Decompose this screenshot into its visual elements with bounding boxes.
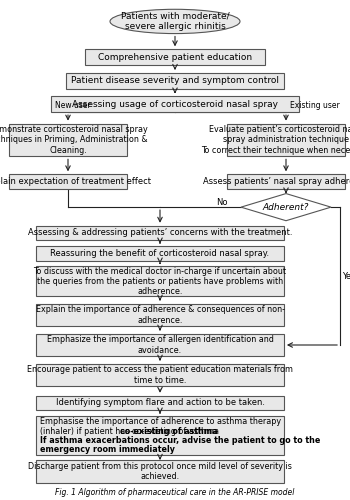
Ellipse shape [110,10,240,34]
Text: Existing user: Existing user [290,101,340,110]
FancyBboxPatch shape [36,364,284,386]
FancyBboxPatch shape [9,174,127,188]
FancyBboxPatch shape [51,96,299,112]
Text: Yes: Yes [342,272,350,281]
Text: Reassuring the benefit of corticosteroid nasal spray.: Reassuring the benefit of corticosteroid… [50,249,270,258]
Text: Identifying symptom flare and action to be taken.: Identifying symptom flare and action to … [56,398,265,407]
Text: Encourage patient to access the patient education materials from
time to time.: Encourage patient to access the patient … [27,366,293,384]
Text: Patients with moderate/
severe allergic rhinitis: Patients with moderate/ severe allergic … [121,12,229,31]
Text: Adherent?: Adherent? [263,202,309,211]
Text: To discuss with the medical doctor in-charge if uncertain about
the queries from: To discuss with the medical doctor in-ch… [34,266,287,296]
Text: Explain the importance of adherence & consequences of non-
adherence.: Explain the importance of adherence & co… [35,306,285,324]
FancyBboxPatch shape [36,396,284,410]
FancyBboxPatch shape [9,124,127,156]
FancyBboxPatch shape [36,460,284,483]
Text: Demonstrate corticosteroid nasal spray
techniques in Priming, Administration &
C: Demonstrate corticosteroid nasal spray t… [0,125,148,155]
Text: Assessing & addressing patients’ concerns with the treatment.: Assessing & addressing patients’ concern… [28,228,292,237]
Text: If asthma exacerbations occur, advise the patient to go to the: If asthma exacerbations occur, advise th… [40,436,320,445]
FancyBboxPatch shape [66,73,284,88]
Text: emergency room immediately: emergency room immediately [40,445,175,454]
FancyBboxPatch shape [36,266,284,296]
Text: Discharge patient from this protocol once mild level of severity is
achieved.: Discharge patient from this protocol onc… [28,462,292,481]
Text: (inhaler) if patient has co-existing of asthma: (inhaler) if patient has co-existing of … [40,426,219,436]
Text: New user: New user [55,101,91,110]
FancyBboxPatch shape [227,124,345,156]
Text: Comprehensive patient education: Comprehensive patient education [98,52,252,62]
Text: Fig. 1 Algorithm of pharmaceutical care in the AR-PRISE model: Fig. 1 Algorithm of pharmaceutical care … [55,488,295,498]
FancyBboxPatch shape [36,334,284,356]
Text: Explain expectation of treatment effect: Explain expectation of treatment effect [0,177,151,186]
FancyBboxPatch shape [36,416,284,455]
Polygon shape [241,194,331,220]
Text: Emphasise the importance of adherence to asthma therapy: Emphasise the importance of adherence to… [40,418,281,426]
Text: Assessing usage of corticosteroid nasal spray: Assessing usage of corticosteroid nasal … [72,100,278,109]
Text: No: No [217,198,228,206]
FancyBboxPatch shape [227,174,345,188]
Text: Emphasize the importance of allergen identification and
avoidance.: Emphasize the importance of allergen ide… [47,336,273,354]
Text: Evaluate patient’s corticosteroid nasal
spray administration technique
To correc: Evaluate patient’s corticosteroid nasal … [201,125,350,155]
FancyBboxPatch shape [36,304,284,326]
FancyBboxPatch shape [85,50,265,65]
FancyBboxPatch shape [36,246,284,260]
Text: Assess patients’ nasal spray adherence: Assess patients’ nasal spray adherence [203,177,350,186]
Text: Patient disease severity and symptom control: Patient disease severity and symptom con… [71,76,279,85]
Text: co-existing of asthma: co-existing of asthma [120,426,218,436]
FancyBboxPatch shape [36,226,284,240]
